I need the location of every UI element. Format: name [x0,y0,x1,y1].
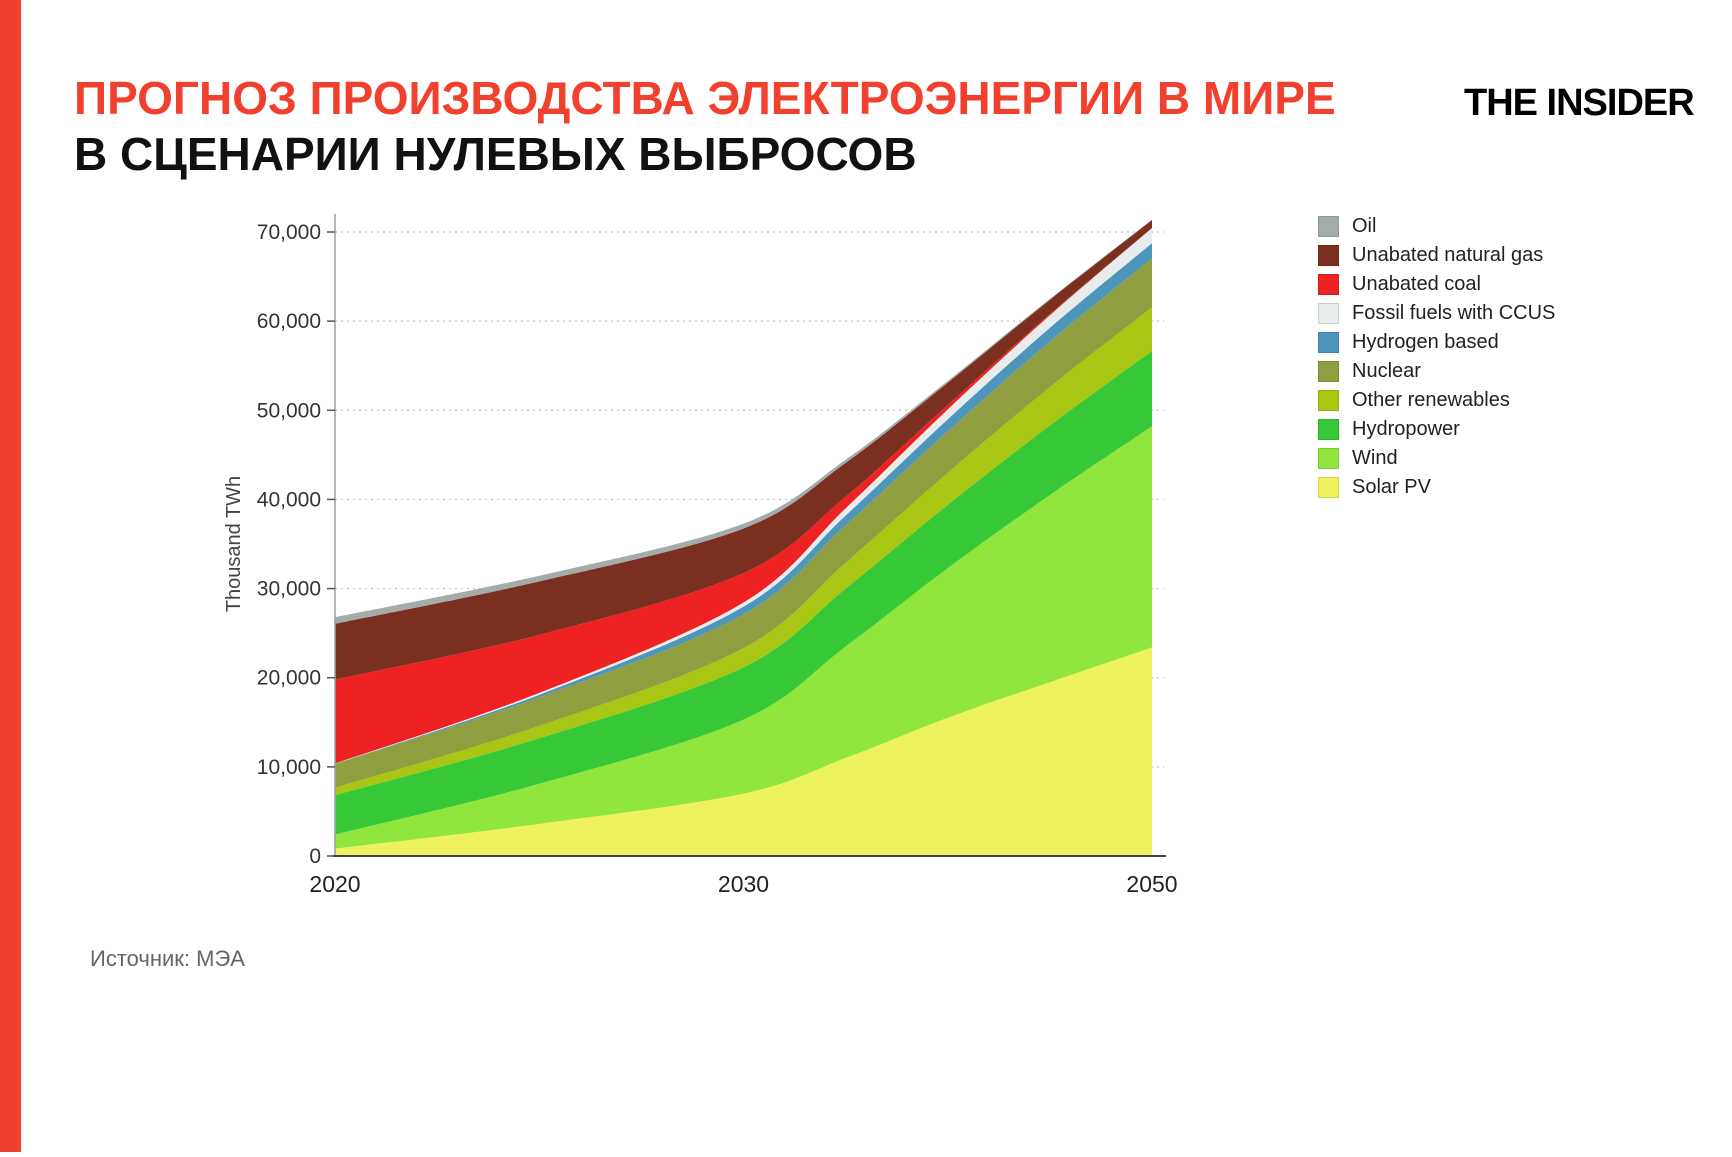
legend-swatch-hydropower [1318,419,1339,440]
svg-text:10,000: 10,000 [257,756,321,779]
legend-swatch-nuclear [1318,361,1339,382]
svg-text:2050: 2050 [1126,871,1177,897]
svg-text:0: 0 [309,845,321,868]
legend-label: Fossil fuels with CCUS [1352,302,1556,324]
svg-text:30,000: 30,000 [257,578,321,601]
page-title-line1: ПРОГНОЗ ПРОИЗВОДСТВА ЭЛЕКТРОЭНЕРГИИ В МИ… [74,72,1336,124]
legend-label: Hydropower [1352,418,1460,440]
legend-swatch-unabated-coal [1318,274,1339,295]
page-title-line2: В СЦЕНАРИИ НУЛЕВЫХ ВЫБРОСОВ [74,128,917,181]
legend-swatch-oil [1318,216,1339,237]
legend-item: Unabated coal [1318,273,1555,295]
legend-swatch-wind [1318,448,1339,469]
legend-swatch-fossil-fuels-with-ccus [1318,303,1339,324]
legend-item: Fossil fuels with CCUS [1318,302,1556,324]
legend-swatch-hydrogen-based [1318,332,1339,353]
source-note: Источник: МЭА [90,946,245,971]
legend-swatch-solar-pv [1318,477,1339,498]
svg-text:60,000: 60,000 [257,310,321,333]
legend-item: Oil [1318,215,1555,237]
legend-label: Nuclear [1352,360,1421,382]
legend-item: Wind [1318,447,1555,469]
legend-label: Wind [1352,447,1398,469]
legend-swatch-unabated-natural-gas [1318,245,1339,266]
legend-label: Unabated coal [1352,273,1481,295]
the-insider-logo: THE INSIDER [1464,82,1695,124]
legend-item: Hydrogen based [1318,331,1555,353]
chart-legend: Oil Unabated natural gas Unabated coal Foss… [1318,215,1556,506]
svg-text:Thousand TWh: Thousand TWh [223,476,245,612]
svg-text:2030: 2030 [718,871,769,897]
legend-label: Solar PV [1352,476,1431,498]
svg-text:2020: 2020 [309,871,360,897]
legend-label: Oil [1352,215,1377,237]
svg-text:70,000: 70,000 [257,221,321,244]
legend-label: Hydrogen based [1352,331,1499,353]
left-accent-bar [0,0,21,1152]
legend-swatch-other-renewables [1318,390,1339,411]
svg-text:50,000: 50,000 [257,399,321,422]
legend-label: Other renewables [1352,389,1510,411]
legend-item: Unabated natural gas [1318,244,1555,266]
page-header: ПРОГНОЗ ПРОИЗВОДСТВА ЭЛЕКТРОЭНЕРГИИ В МИ… [74,70,1374,182]
svg-text:40,000: 40,000 [257,488,321,511]
svg-text:20,000: 20,000 [257,667,321,690]
legend-item: Hydropower [1318,418,1555,440]
legend-label: Unabated natural gas [1352,244,1544,266]
legend-item: Nuclear [1318,360,1555,382]
legend-item: Other renewables [1318,389,1555,411]
legend-item: Solar PV [1318,476,1555,498]
